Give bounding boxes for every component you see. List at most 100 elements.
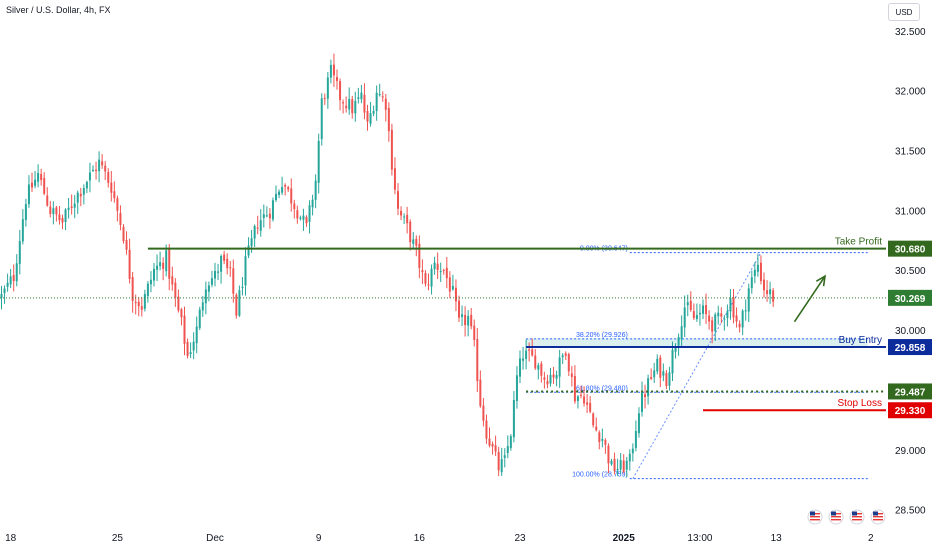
candle-body	[439, 271, 442, 273]
candle-body	[461, 314, 464, 317]
price-tick-label: 32.500	[895, 27, 926, 38]
candle-body	[515, 375, 518, 402]
candle-body	[467, 315, 470, 326]
candle-body	[400, 210, 403, 216]
candle-body	[174, 282, 177, 298]
candle-body	[458, 300, 460, 318]
candle-body	[67, 207, 70, 211]
candle-body	[403, 216, 406, 218]
candle-body	[131, 277, 134, 301]
candle-body	[625, 460, 628, 470]
candle-body	[720, 313, 723, 317]
candle-body	[207, 285, 210, 292]
fib-level-label: 100.00% (28.759)	[572, 472, 628, 479]
candle-body	[622, 460, 625, 472]
candle-body	[250, 238, 253, 247]
candle-body	[226, 258, 229, 269]
candle-body	[18, 240, 21, 264]
candle-body	[275, 193, 277, 200]
candle-body	[238, 290, 241, 316]
us-flag-icon[interactable]	[849, 509, 865, 525]
candle-body	[76, 192, 79, 203]
candle-body	[3, 288, 6, 294]
candle-body	[363, 94, 366, 113]
candle-body	[418, 243, 421, 268]
fib-trend-line[interactable]	[632, 252, 762, 479]
price-tick-label: 32.000	[895, 87, 926, 98]
us-flag-icon[interactable]	[807, 509, 823, 525]
candle-body	[723, 318, 726, 320]
candle-body	[485, 420, 488, 439]
candle-body	[717, 312, 720, 317]
candle-body	[436, 263, 439, 271]
symbol-title: Silver / U.S. Dollar, 4h, FX	[6, 5, 111, 15]
trade-level-name: Stop Loss	[838, 398, 882, 409]
candle-body	[738, 323, 741, 328]
candle-body	[64, 209, 67, 222]
candle-body	[427, 284, 430, 286]
candle-body	[644, 394, 647, 397]
candle-body	[241, 286, 244, 288]
current-price-label: 30.269	[895, 294, 926, 305]
candle-body	[613, 458, 616, 472]
candle-body	[314, 180, 317, 200]
candle-body	[397, 191, 399, 209]
candle-body	[311, 199, 314, 208]
candle-body	[662, 371, 665, 376]
projection-arrow[interactable]	[793, 275, 826, 323]
candle-body	[708, 315, 711, 322]
candle-body	[598, 432, 601, 442]
trade-levels[interactable]: Take Profit 30.680 Buy Entry 29.858 29.487 St…	[0, 237, 932, 419]
candle-body	[229, 267, 232, 269]
candle-body	[540, 363, 543, 376]
candle-body	[168, 248, 171, 279]
candle-body	[21, 219, 24, 242]
candle-body	[381, 96, 384, 98]
candle-body	[296, 210, 299, 219]
candle-body	[601, 438, 604, 441]
candle-body	[528, 349, 531, 351]
candle-body	[256, 227, 259, 229]
currency-button[interactable]: USD	[888, 3, 920, 21]
candle-body	[647, 378, 650, 397]
candle-body	[55, 207, 58, 215]
time-tick-label: 16	[414, 533, 426, 544]
candle-body	[116, 198, 119, 211]
candle-body	[329, 64, 332, 78]
candle-body	[702, 305, 704, 314]
candle-body	[137, 301, 140, 307]
us-flag-icon[interactable]	[828, 509, 844, 525]
flag-canton	[831, 511, 836, 516]
candle-body	[628, 453, 631, 462]
candle-body	[519, 358, 521, 377]
time-tick-label: 2	[868, 533, 874, 544]
price-axis[interactable]: 32.500 32.000 31.500 31.000 30.500 30.000 29.0…	[895, 27, 926, 517]
candle-body	[98, 159, 101, 172]
event-flags[interactable]	[807, 509, 886, 525]
candle-body	[6, 282, 9, 287]
trade-level-name: Buy Entry	[839, 335, 882, 346]
candle-body	[146, 283, 149, 297]
flag-stripe	[852, 519, 862, 521]
candle-body	[0, 293, 3, 298]
candle-body	[564, 353, 567, 356]
candle-body	[604, 440, 607, 445]
candle-body	[198, 309, 201, 328]
candle-body	[204, 289, 207, 304]
flag-canton	[810, 511, 815, 516]
candle-body	[284, 185, 287, 187]
candle-body	[689, 300, 692, 311]
candle-body	[680, 326, 683, 340]
time-axis[interactable]: 18 25 Dec 9 16 23 2025 13:00 13 2	[5, 533, 874, 544]
candle-body	[375, 92, 378, 112]
candle-body	[695, 314, 698, 320]
candle-body	[214, 271, 216, 279]
candle-body	[744, 310, 747, 312]
us-flag-icon[interactable]	[870, 509, 886, 525]
candle-body	[750, 277, 753, 289]
candle-body	[503, 455, 506, 458]
candle-body	[308, 205, 311, 222]
candle-body	[339, 81, 342, 101]
candle-body	[232, 268, 235, 294]
